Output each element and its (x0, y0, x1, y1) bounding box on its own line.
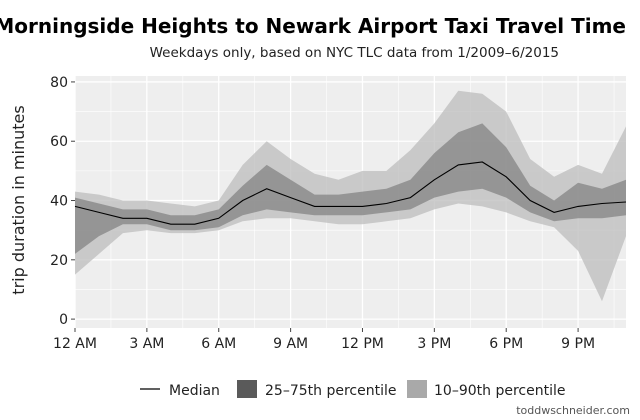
x-axis: 12 AM 3 AM 6 AM 9 AM 12 PM 3 PM 6 PM 9 PM (53, 328, 595, 352)
legend-decile-key (407, 380, 427, 398)
legend-iqr-key (237, 380, 257, 398)
chart-title: Morningside Heights to Newark Airport Ta… (0, 14, 626, 38)
credit-text: toddwschneider.com (516, 404, 630, 417)
x-tick-label: 9 PM (561, 336, 595, 352)
band-25-75-percentile (75, 123, 626, 254)
x-tick-label: 6 AM (201, 336, 236, 352)
y-tick-label: 40 (50, 194, 68, 210)
legend-decile-label: 10–90th percentile (434, 383, 565, 399)
legend-iqr-label: 25–75th percentile (265, 383, 396, 399)
legend: Median 25–75th percentile 10–90th percen… (140, 380, 565, 399)
legend-median-label: Median (169, 383, 220, 399)
x-tick-label: 12 PM (341, 336, 384, 352)
y-axis-title: trip duration in minutes (9, 105, 28, 294)
x-tick-label: 3 AM (129, 336, 164, 352)
y-tick-label: 60 (50, 134, 68, 150)
median-line (74, 161, 627, 225)
x-tick-label: 9 AM (273, 336, 308, 352)
x-tick-label: 3 PM (417, 336, 451, 352)
plot-area (74, 76, 627, 328)
x-tick-label: 12 AM (53, 336, 97, 352)
y-tick-label: 80 (50, 75, 68, 91)
chart-subtitle: Weekdays only, based on NYC TLC data fro… (150, 45, 559, 61)
y-axis: 0 20 40 60 80 (50, 75, 75, 328)
x-tick-label: 6 PM (489, 336, 523, 352)
y-tick-label: 20 (50, 253, 68, 269)
y-tick-label: 0 (59, 312, 68, 328)
